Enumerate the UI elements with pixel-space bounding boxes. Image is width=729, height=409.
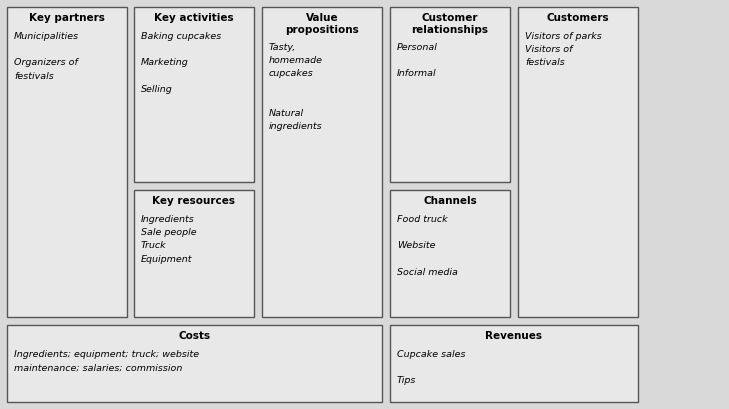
FancyBboxPatch shape [134, 7, 254, 182]
Text: Value
propositions: Value propositions [285, 13, 359, 35]
Text: Ingredients; equipment; truck; website
maintenance; salaries; commission: Ingredients; equipment; truck; website m… [14, 350, 199, 372]
Text: Tasty,
homemade
cupcakes


Natural
ingredients: Tasty, homemade cupcakes Natural ingredi… [269, 43, 323, 131]
Text: Costs: Costs [179, 331, 211, 341]
Text: Customer
relationships: Customer relationships [411, 13, 488, 35]
Text: Food truck

Website

Social media: Food truck Website Social media [397, 215, 458, 277]
Text: Visitors of parks
Visitors of
festivals: Visitors of parks Visitors of festivals [525, 32, 601, 67]
FancyBboxPatch shape [390, 7, 510, 182]
FancyBboxPatch shape [7, 325, 382, 402]
Text: Key partners: Key partners [29, 13, 105, 23]
Text: Revenues: Revenues [486, 331, 542, 341]
FancyBboxPatch shape [390, 325, 638, 402]
Text: Customers: Customers [547, 13, 609, 23]
Text: Key activities: Key activities [155, 13, 234, 23]
Text: Baking cupcakes

Marketing

Selling: Baking cupcakes Marketing Selling [141, 32, 221, 94]
Text: Municipalities

Organizers of
festivals: Municipalities Organizers of festivals [14, 32, 79, 81]
FancyBboxPatch shape [134, 190, 254, 317]
FancyBboxPatch shape [390, 190, 510, 317]
Text: Key resources: Key resources [152, 196, 235, 206]
FancyBboxPatch shape [7, 7, 127, 317]
Text: Personal

Informal: Personal Informal [397, 43, 438, 79]
FancyBboxPatch shape [262, 7, 382, 317]
Text: Cupcake sales

Tips: Cupcake sales Tips [397, 350, 466, 385]
Text: Ingredients
Sale people
Truck
Equipment: Ingredients Sale people Truck Equipment [141, 215, 197, 263]
FancyBboxPatch shape [518, 7, 638, 317]
Text: Channels: Channels [423, 196, 477, 206]
